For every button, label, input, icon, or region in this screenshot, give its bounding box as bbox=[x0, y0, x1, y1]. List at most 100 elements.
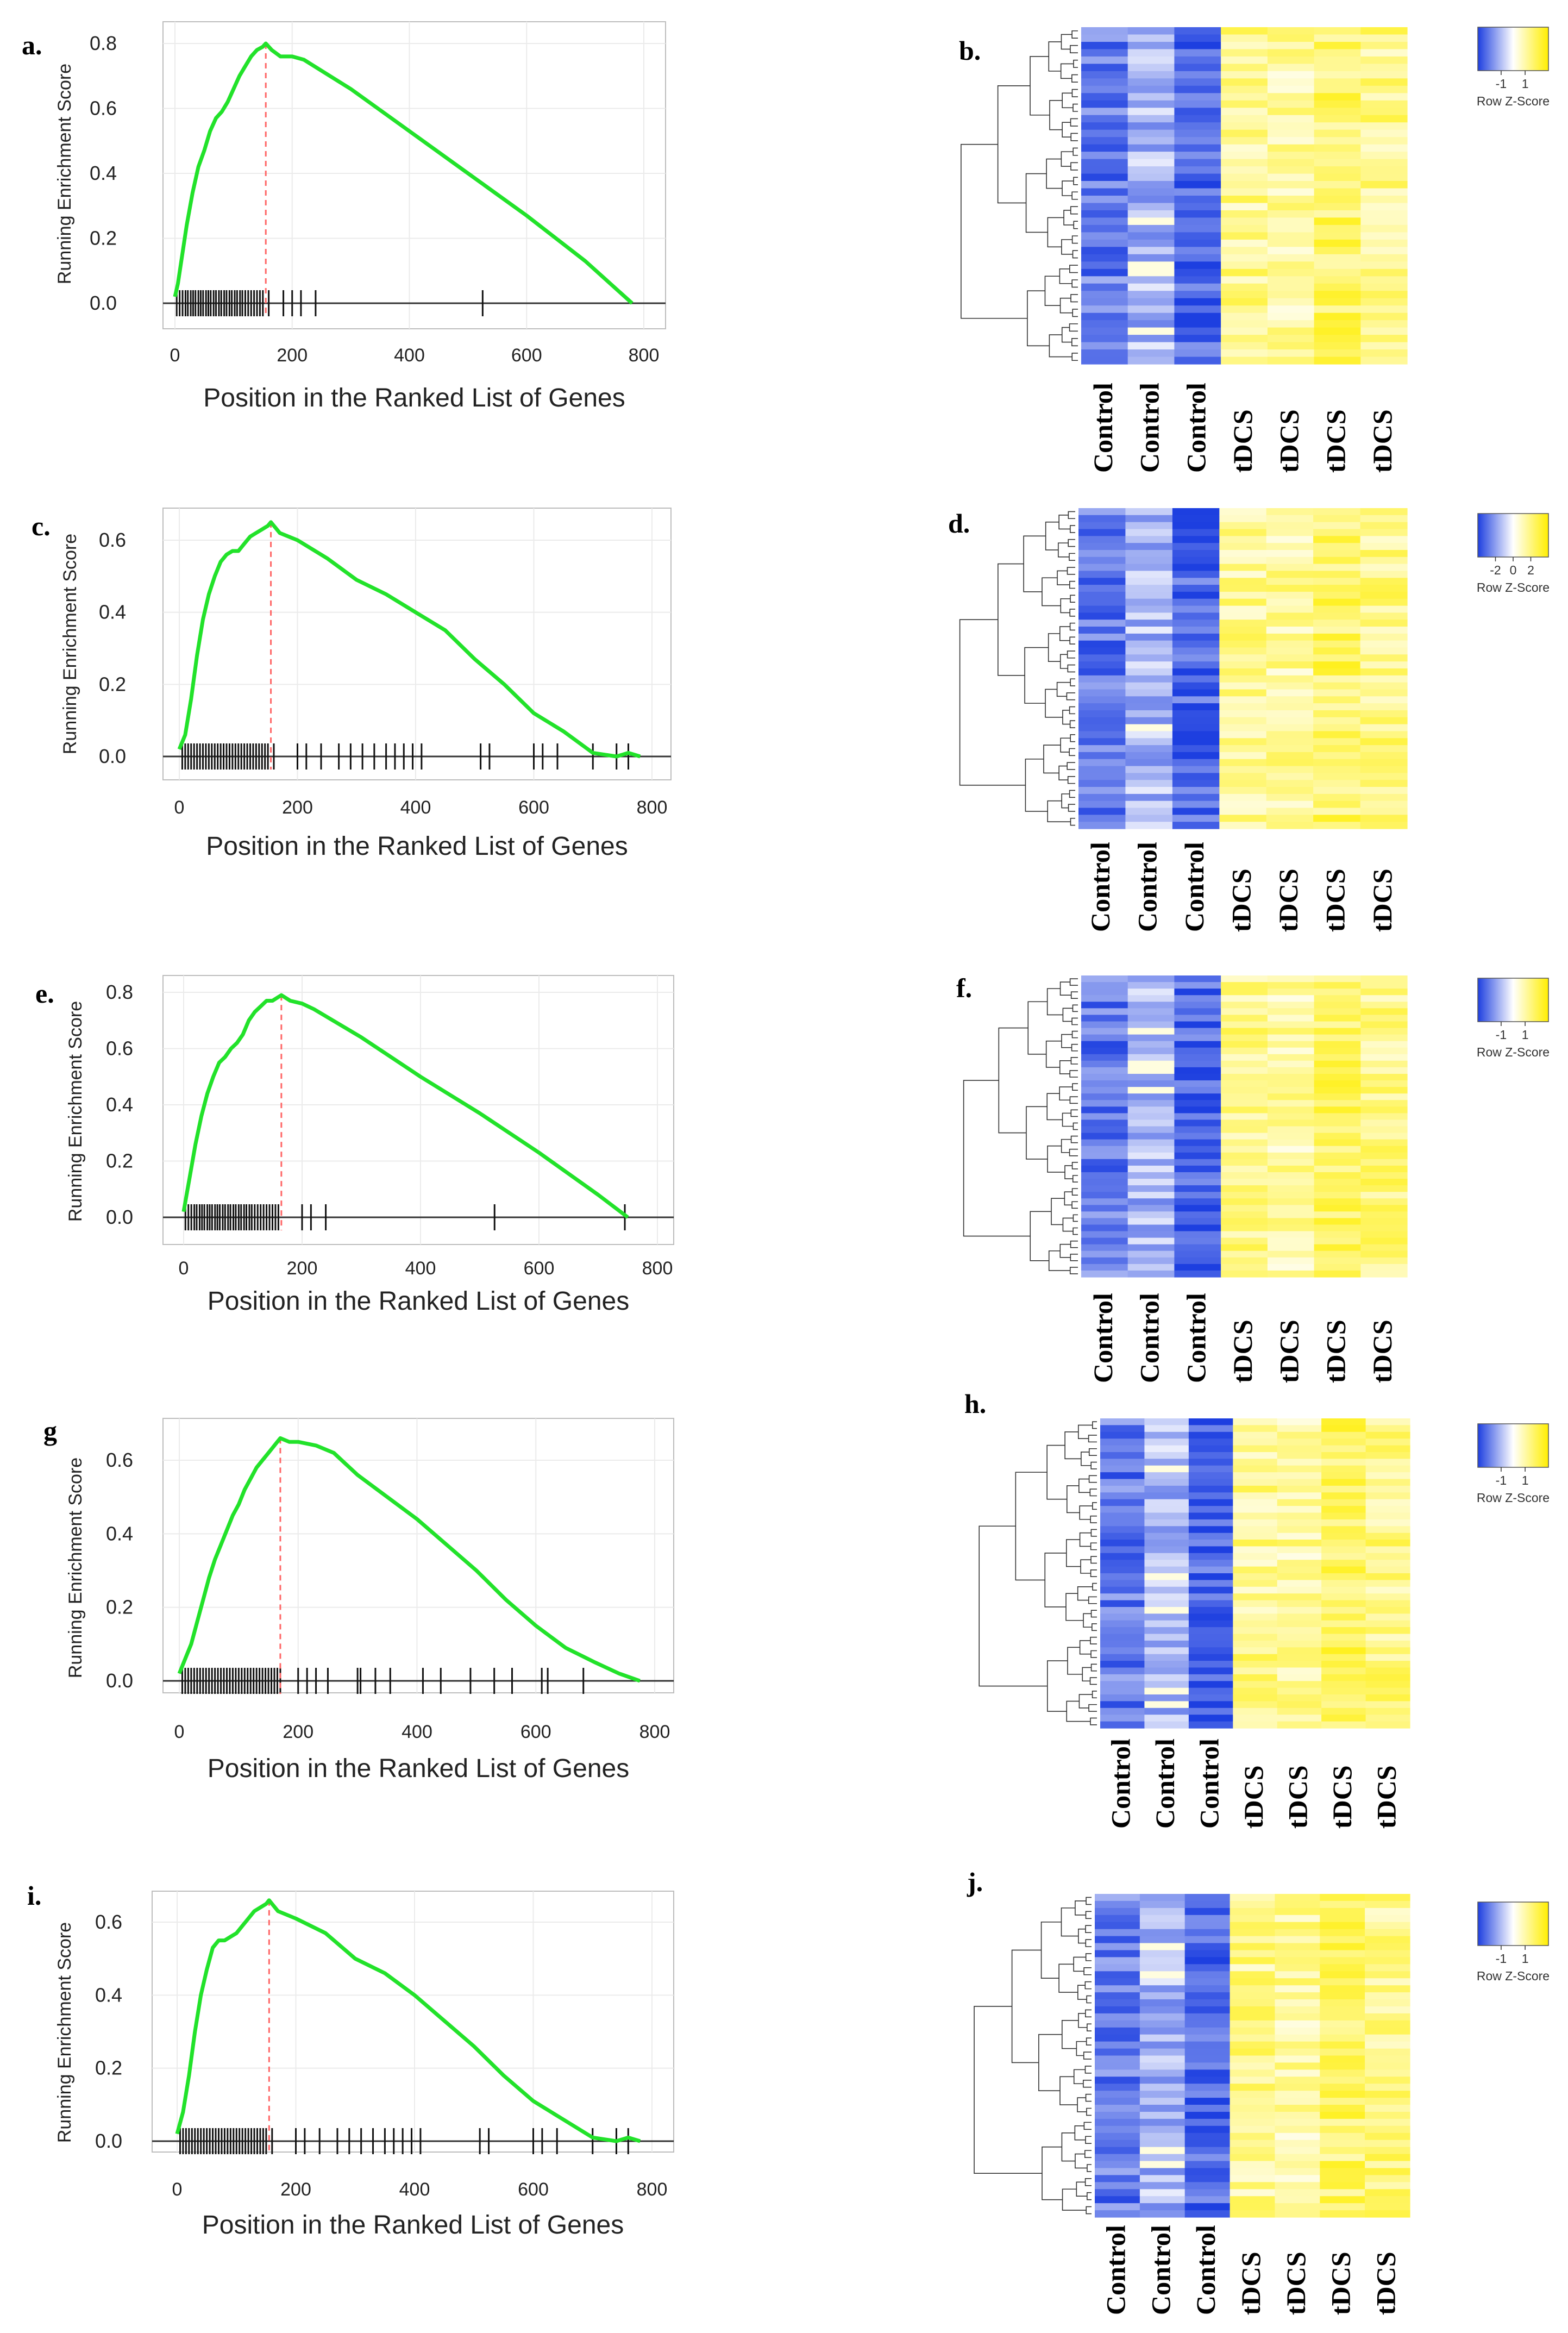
heatmap-cell bbox=[1172, 738, 1220, 746]
column-label: tDCS bbox=[1226, 868, 1257, 932]
heatmap-cell bbox=[1221, 975, 1268, 983]
plot-area bbox=[162, 21, 666, 329]
heatmap-cell bbox=[1365, 2048, 1410, 2056]
heatmap-cell bbox=[1174, 217, 1221, 226]
heatmap-cell bbox=[1266, 689, 1314, 697]
heatmap-cell bbox=[1125, 654, 1173, 662]
heatmap-cell bbox=[1125, 724, 1173, 731]
heatmap-cell bbox=[1127, 49, 1175, 57]
heatmap-cell bbox=[1078, 522, 1126, 530]
heatmap-cell bbox=[1174, 232, 1221, 240]
heatmap-cell bbox=[1360, 327, 1408, 335]
heatmap-cell bbox=[1267, 1257, 1315, 1265]
dendrogram-branch bbox=[1090, 1636, 1097, 1644]
heatmap-cell bbox=[1125, 668, 1173, 676]
key-title: Row Z-Score bbox=[1477, 94, 1550, 108]
heatmap-cell bbox=[1360, 556, 1408, 565]
dendrogram-branch bbox=[1088, 1596, 1097, 1604]
heatmap-cell bbox=[1230, 2161, 1276, 2168]
heatmap-cell bbox=[1095, 2062, 1140, 2070]
heatmap-cell bbox=[1230, 1978, 1276, 1986]
heatmap-cell bbox=[1275, 2203, 1320, 2211]
heatmap-cell bbox=[1174, 1231, 1221, 1239]
heatmap-cell bbox=[1314, 1106, 1361, 1114]
heatmap-cell bbox=[1314, 1034, 1361, 1042]
heatmap-cell bbox=[1360, 822, 1408, 829]
y-tick-label: 0.2 bbox=[99, 673, 126, 695]
heatmap-cell bbox=[1365, 1607, 1410, 1614]
heatmap-cell bbox=[1127, 1146, 1175, 1153]
dendrogram-branch bbox=[1064, 1191, 1072, 1206]
heatmap-cell bbox=[1321, 1701, 1366, 1709]
heatmap-cell bbox=[1221, 1106, 1268, 1114]
heatmap-cell bbox=[1360, 1041, 1408, 1048]
heatmap-cell bbox=[1314, 1008, 1361, 1015]
heatmap-cell bbox=[1078, 752, 1126, 760]
heatmap-cell bbox=[1095, 1894, 1140, 1902]
heatmap-cell bbox=[1233, 1485, 1278, 1493]
heatmap-cell bbox=[1188, 1721, 1233, 1729]
heatmap-cell bbox=[1321, 1553, 1366, 1560]
heatmap-cell bbox=[1144, 1600, 1189, 1608]
heatmap-cell bbox=[1365, 2020, 1410, 2028]
heatmap-cell bbox=[1125, 543, 1173, 551]
heatmap-cell bbox=[1233, 1640, 1278, 1648]
heatmap-cell bbox=[1081, 239, 1128, 247]
heatmap-cell bbox=[1172, 793, 1220, 802]
heatmap-cell bbox=[1230, 2125, 1276, 2134]
heatmap-cell bbox=[1078, 529, 1126, 536]
running-enrichment-curve bbox=[175, 1898, 641, 2143]
heatmap-cell bbox=[1221, 1133, 1268, 1140]
heatmap-cell bbox=[1125, 661, 1173, 669]
heatmap-cell bbox=[1081, 1015, 1128, 1022]
heatmap-cell bbox=[1095, 2027, 1140, 2035]
heatmap-cell bbox=[1275, 2112, 1320, 2119]
heatmap-cell bbox=[1184, 1915, 1231, 1923]
heatmap-cell bbox=[1360, 268, 1408, 277]
heatmap-cell bbox=[1174, 108, 1221, 116]
heatmap-cell bbox=[1267, 1133, 1315, 1140]
heatmap-cell bbox=[1172, 591, 1220, 599]
heatmap-cell bbox=[1125, 710, 1173, 718]
heatmap-cell bbox=[1233, 1512, 1278, 1520]
heatmap-cell bbox=[1095, 2203, 1140, 2211]
heatmap-cell bbox=[1095, 2154, 1140, 2162]
y-tick-label: 0.2 bbox=[90, 227, 117, 249]
heatmap-cell bbox=[1320, 1950, 1365, 1957]
heatmap-cell bbox=[1184, 2189, 1231, 2197]
heatmap-cell bbox=[1365, 1929, 1410, 1937]
heatmap-cell bbox=[1125, 815, 1173, 822]
heatmap-cell bbox=[1230, 1915, 1276, 1923]
heatmap-cell bbox=[1219, 752, 1267, 760]
heatmap-cell bbox=[1360, 1015, 1408, 1022]
heatmap-cell bbox=[1320, 2098, 1365, 2105]
dendrogram-branch bbox=[1083, 2051, 1092, 2060]
heatmap-cell bbox=[1188, 1707, 1233, 1715]
heatmap-cell bbox=[1188, 1445, 1233, 1453]
heatmap-cell bbox=[1360, 217, 1408, 226]
column-label: tDCS bbox=[1282, 1765, 1313, 1829]
heatmap-cell bbox=[1365, 2006, 1410, 2014]
heatmap-cell bbox=[1267, 283, 1315, 291]
heatmap-cell bbox=[1172, 578, 1220, 585]
heatmap-cell bbox=[1100, 1472, 1145, 1480]
heatmap-cell bbox=[1267, 1041, 1315, 1048]
heatmap-cell bbox=[1320, 2027, 1365, 2035]
heatmap-cell bbox=[1365, 1546, 1410, 1554]
heatmap-cell bbox=[1184, 2118, 1231, 2126]
heatmap-cell bbox=[1277, 1459, 1322, 1466]
dendrogram-branch bbox=[1078, 1928, 1086, 1944]
heatmap-cell bbox=[1360, 529, 1408, 536]
heatmap-cell bbox=[1365, 1560, 1410, 1567]
heatmap-cell bbox=[1360, 1192, 1408, 1199]
heatmap-cell bbox=[1321, 1485, 1366, 1493]
heatmap-cell bbox=[1221, 173, 1268, 182]
heatmap-cell bbox=[1233, 1647, 1278, 1655]
dendrogram-branch bbox=[1061, 1034, 1072, 1048]
heatmap-cell bbox=[1100, 1707, 1145, 1715]
heatmap-cell bbox=[1233, 1472, 1278, 1480]
heatmap-cell bbox=[1267, 1205, 1315, 1212]
heatmap-cell bbox=[1078, 633, 1126, 641]
heatmap-cell bbox=[1081, 335, 1128, 343]
dendrogram-branch bbox=[1090, 1569, 1097, 1577]
